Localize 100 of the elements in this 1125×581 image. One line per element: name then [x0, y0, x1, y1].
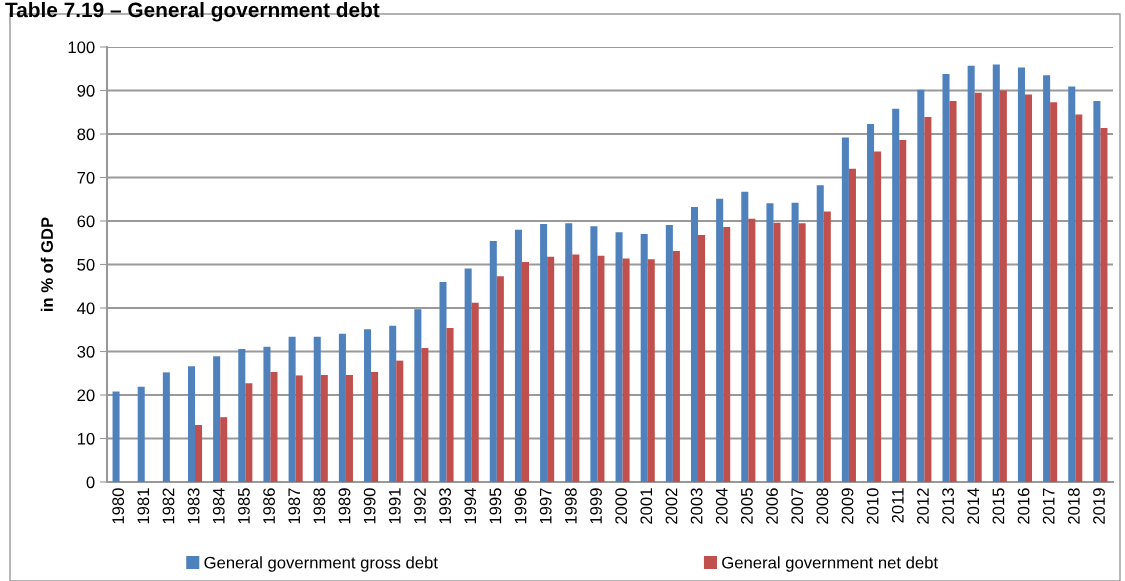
bar [572, 254, 580, 482]
bar [597, 255, 605, 482]
bar [974, 92, 982, 482]
bar [992, 64, 1000, 482]
x-tick-label: 2014 [967, 488, 980, 524]
x-tick-label: 2017 [1042, 488, 1055, 524]
bar [540, 224, 548, 482]
bar [238, 348, 246, 482]
x-tick-label: 1983 [187, 488, 200, 524]
bar [841, 137, 849, 482]
y-tick-label: 80 [77, 128, 95, 141]
bar [723, 227, 731, 482]
bar [716, 198, 724, 482]
bar [514, 229, 522, 482]
bar [590, 226, 598, 482]
x-tick-label: 1998 [564, 488, 577, 524]
x-tick-label: 1984 [212, 488, 225, 524]
bar [874, 151, 882, 482]
bar [245, 383, 253, 482]
bar [1100, 127, 1108, 482]
bar [421, 348, 429, 482]
bar [647, 259, 655, 482]
x-tick-label: 1994 [464, 488, 477, 524]
bar [816, 185, 824, 482]
x-tick-label: 2016 [1017, 488, 1030, 524]
x-tick-label: 2006 [766, 488, 778, 524]
bar [220, 417, 228, 482]
x-tick-label: 2000 [615, 488, 628, 524]
x-tick-label: 2007 [791, 488, 804, 524]
x-tick-label: 1981 [137, 488, 150, 524]
bar [414, 309, 422, 482]
bar [471, 302, 479, 482]
bar [773, 222, 781, 482]
bar [521, 261, 530, 482]
bar [848, 168, 856, 482]
bar [698, 234, 706, 482]
bar [999, 90, 1007, 482]
bar [263, 346, 271, 482]
bar [320, 374, 328, 482]
x-tick-label: 1982 [162, 488, 175, 524]
bar [162, 372, 170, 482]
bar [949, 100, 957, 482]
y-tick-label: 20 [77, 389, 95, 402]
bar [917, 89, 925, 482]
bar [389, 325, 397, 482]
x-tick-label: 2010 [866, 488, 879, 524]
y-axis-title: in % of GDP [40, 217, 53, 312]
bar [748, 218, 756, 482]
x-tick-label: 1991 [388, 488, 401, 524]
x-tick-label: 2001 [640, 488, 653, 524]
x-tick-label: 1989 [338, 488, 351, 524]
x-tick-label: 2002 [665, 488, 678, 524]
y-tick-label: 60 [77, 215, 95, 228]
bar [622, 258, 630, 482]
x-tick-label: 1988 [313, 488, 326, 524]
x-tick-label: 1986 [263, 488, 275, 524]
bar [496, 276, 504, 482]
y-tick-label: 40 [77, 302, 95, 315]
bar [892, 108, 900, 482]
x-tick-label: 2013 [942, 488, 954, 524]
bar [371, 371, 379, 482]
x-tick-label: 2005 [741, 488, 753, 524]
x-tick-label: 2015 [992, 488, 1005, 524]
bar [665, 224, 673, 482]
bar [295, 375, 303, 482]
bar [1093, 100, 1101, 482]
bar [766, 203, 774, 482]
x-tick-label: 1995 [489, 488, 502, 524]
x-tick-label: 2009 [841, 488, 854, 524]
bar [615, 232, 623, 482]
bar [867, 123, 875, 482]
x-tick-label: 2019 [1093, 488, 1105, 524]
y-tick-label: 90 [77, 84, 95, 97]
x-tick-label: 1997 [539, 488, 552, 524]
x-tick-label: 1980 [112, 488, 125, 524]
x-tick-label: 2004 [715, 488, 728, 524]
x-tick-label: 1990 [363, 488, 376, 524]
bar [313, 336, 321, 482]
x-tick-label: 1992 [414, 488, 426, 524]
bar [489, 241, 497, 482]
bar [446, 328, 454, 482]
bar [270, 371, 278, 482]
bar [942, 73, 950, 482]
bar [213, 356, 221, 482]
bar [672, 251, 680, 482]
bar [364, 329, 372, 482]
x-tick-label: 1987 [288, 488, 301, 524]
bar [1075, 114, 1083, 482]
bar [1024, 94, 1033, 482]
bar [640, 234, 648, 482]
x-tick-label: 1985 [238, 488, 250, 524]
bar [195, 425, 203, 482]
x-tick-label: 1999 [590, 488, 602, 524]
y-tick-label: 100 [68, 41, 95, 54]
bar [565, 223, 573, 482]
bar [137, 386, 145, 482]
y-tick-label: 30 [77, 345, 95, 358]
y-tick-label: 50 [77, 258, 95, 271]
bar [1017, 67, 1025, 482]
bar [464, 268, 472, 482]
